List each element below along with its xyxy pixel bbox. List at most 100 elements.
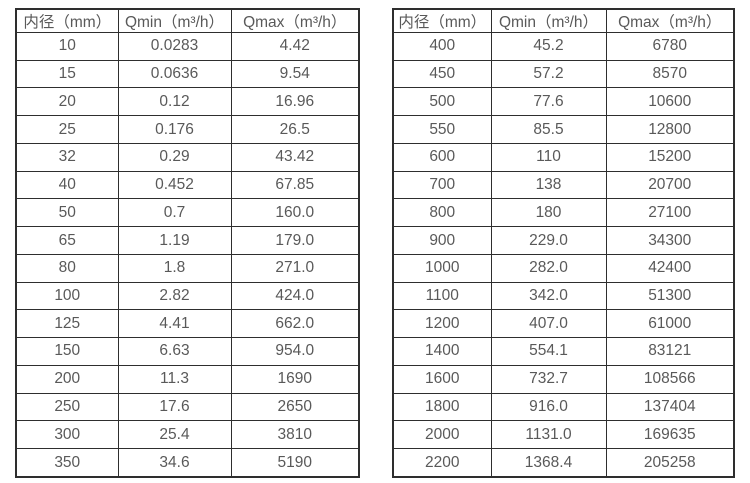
table-body: 400 45.2 6780 450 57.2 8570 500 77.6 10600 550 85.… <box>392 32 735 478</box>
diameter-cell: 550 <box>392 115 492 144</box>
diameter-cell: 40 <box>15 170 119 200</box>
qmin-cell: 6.63 <box>117 337 232 366</box>
qmin-cell: 77.6 <box>490 87 607 117</box>
column-header-diameter: 内径（mm） <box>15 8 119 33</box>
qmin-cell: 2.82 <box>117 281 232 311</box>
qmax-cell: 271.0 <box>230 253 360 283</box>
qmin-cell: 1.19 <box>117 226 232 255</box>
qmax-cell: 137404 <box>605 392 735 422</box>
qmax-cell: 10600 <box>605 87 735 117</box>
table-row: 700 138 20700 <box>392 170 735 200</box>
column-header-qmin: Qmin（m³/h） <box>117 8 232 33</box>
diameter-cell: 2200 <box>392 448 492 478</box>
spec-table-small-diameter: 内径（mm） Qmin（m³/h） Qmax（m³/h） 10 0.0283 4.4… <box>15 8 360 478</box>
qmin-cell: 407.0 <box>490 309 607 339</box>
qmax-cell: 12800 <box>605 115 735 144</box>
qmin-cell: 554.1 <box>490 337 607 366</box>
qmin-cell: 0.29 <box>117 142 232 172</box>
qmin-cell: 0.0283 <box>117 32 232 61</box>
qmin-cell: 342.0 <box>490 281 607 311</box>
qmax-cell: 15200 <box>605 142 735 172</box>
qmax-cell: 424.0 <box>230 281 360 311</box>
qmax-cell: 6780 <box>605 32 735 61</box>
qmax-cell: 954.0 <box>230 337 360 366</box>
qmax-cell: 34300 <box>605 226 735 255</box>
table-row: 300 25.4 3810 <box>15 420 360 450</box>
table-body: 10 0.0283 4.42 15 0.0636 9.54 20 0.12 16.96 25 0.1… <box>15 32 360 478</box>
column-header-qmax: Qmax（m³/h） <box>230 8 360 33</box>
qmax-cell: 42400 <box>605 253 735 283</box>
qmax-cell: 662.0 <box>230 309 360 339</box>
table-row: 150 6.63 954.0 <box>15 337 360 366</box>
qmin-cell: 45.2 <box>490 32 607 61</box>
qmax-cell: 3810 <box>230 420 360 450</box>
qmin-cell: 1131.0 <box>490 420 607 450</box>
diameter-cell: 125 <box>15 309 119 339</box>
table-row: 32 0.29 43.42 <box>15 142 360 172</box>
qmin-cell: 1.8 <box>117 253 232 283</box>
qmin-cell: 0.0636 <box>117 59 232 89</box>
qmax-cell: 160.0 <box>230 198 360 228</box>
qmin-cell: 732.7 <box>490 364 607 394</box>
table-row: 125 4.41 662.0 <box>15 309 360 339</box>
qmax-cell: 108566 <box>605 364 735 394</box>
table-row: 800 180 27100 <box>392 198 735 228</box>
diameter-cell: 80 <box>15 253 119 283</box>
table-row: 1400 554.1 83121 <box>392 337 735 366</box>
qmax-cell: 27100 <box>605 198 735 228</box>
table-row: 2000 1131.0 169635 <box>392 420 735 450</box>
column-header-qmin: Qmin（m³/h） <box>490 8 607 33</box>
qmin-cell: 110 <box>490 142 607 172</box>
qmax-cell: 169635 <box>605 420 735 450</box>
table-row: 65 1.19 179.0 <box>15 226 360 255</box>
qmax-cell: 43.42 <box>230 142 360 172</box>
diameter-cell: 32 <box>15 142 119 172</box>
table-row: 20 0.12 16.96 <box>15 87 360 117</box>
diameter-cell: 15 <box>15 59 119 89</box>
qmin-cell: 11.3 <box>117 364 232 394</box>
qmax-cell: 179.0 <box>230 226 360 255</box>
diameter-cell: 900 <box>392 226 492 255</box>
table-row: 40 0.452 67.85 <box>15 170 360 200</box>
diameter-cell: 1800 <box>392 392 492 422</box>
qmax-cell: 9.54 <box>230 59 360 89</box>
qmax-cell: 2650 <box>230 392 360 422</box>
diameter-cell: 1600 <box>392 364 492 394</box>
table-row: 500 77.6 10600 <box>392 87 735 117</box>
diameter-cell: 10 <box>15 32 119 61</box>
qmin-cell: 4.41 <box>117 309 232 339</box>
qmin-cell: 34.6 <box>117 448 232 478</box>
diameter-cell: 1200 <box>392 309 492 339</box>
qmax-cell: 1690 <box>230 364 360 394</box>
table-row: 400 45.2 6780 <box>392 32 735 61</box>
table-row: 1000 282.0 42400 <box>392 253 735 283</box>
qmax-cell: 83121 <box>605 337 735 366</box>
table-row: 25 0.176 26.5 <box>15 115 360 144</box>
diameter-cell: 200 <box>15 364 119 394</box>
table-row: 250 17.6 2650 <box>15 392 360 422</box>
qmin-cell: 0.12 <box>117 87 232 117</box>
qmin-cell: 1368.4 <box>490 448 607 478</box>
table-row: 1600 732.7 108566 <box>392 364 735 394</box>
table-row: 600 110 15200 <box>392 142 735 172</box>
diameter-cell: 250 <box>15 392 119 422</box>
qmax-cell: 20700 <box>605 170 735 200</box>
qmin-cell: 0.176 <box>117 115 232 144</box>
table-row: 50 0.7 160.0 <box>15 198 360 228</box>
qmax-cell: 4.42 <box>230 32 360 61</box>
table-row: 550 85.5 12800 <box>392 115 735 144</box>
column-header-diameter: 内径（mm） <box>392 8 492 33</box>
qmax-cell: 205258 <box>605 448 735 478</box>
column-header-qmax: Qmax（m³/h） <box>605 8 735 33</box>
spec-table-large-diameter: 内径（mm） Qmin（m³/h） Qmax（m³/h） 400 45.2 6780… <box>392 8 735 478</box>
qmax-cell: 26.5 <box>230 115 360 144</box>
qmin-cell: 57.2 <box>490 59 607 89</box>
qmin-cell: 229.0 <box>490 226 607 255</box>
qmin-cell: 0.452 <box>117 170 232 200</box>
diameter-cell: 25 <box>15 115 119 144</box>
diameter-cell: 65 <box>15 226 119 255</box>
qmin-cell: 0.7 <box>117 198 232 228</box>
table-header-row: 内径（mm） Qmin（m³/h） Qmax（m³/h） <box>15 8 360 33</box>
qmin-cell: 85.5 <box>490 115 607 144</box>
